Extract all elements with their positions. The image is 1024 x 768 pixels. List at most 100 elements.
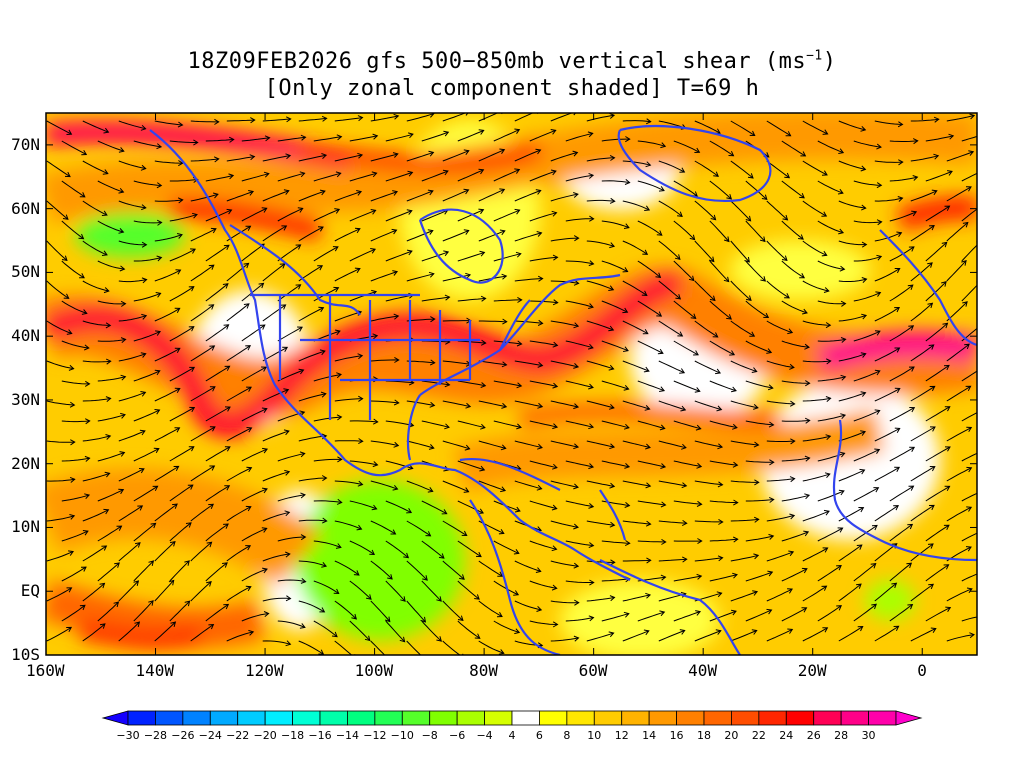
streamline (61, 457, 90, 462)
streamline (190, 581, 212, 602)
colorbar (101, 710, 923, 726)
colorbar-tick-label: −28 (143, 729, 168, 742)
streamline-arrow (66, 626, 73, 633)
streamline (565, 420, 594, 428)
streamline (817, 527, 843, 542)
streamline-arrow (317, 265, 324, 271)
streamline (817, 338, 846, 342)
streamline-arrow (513, 590, 520, 596)
streamline (550, 113, 574, 122)
streamline (334, 228, 361, 242)
colorbar-swatch (703, 710, 732, 726)
streamline-arrow (660, 463, 667, 469)
streamline-arrow (206, 541, 213, 548)
streamline-arrow (754, 479, 760, 486)
streamline (385, 500, 412, 514)
streamline (745, 609, 772, 622)
streamline (277, 207, 303, 222)
streamline (46, 626, 72, 642)
streamline-arrow (898, 159, 904, 166)
streamline-arrow (212, 192, 219, 199)
streamline (169, 286, 195, 302)
streamline-arrow (573, 523, 579, 530)
streamline (817, 605, 842, 622)
streamline (910, 225, 935, 242)
streamline-arrow (480, 423, 486, 430)
streamline (190, 158, 219, 162)
streamline (673, 575, 702, 582)
streamline (586, 520, 615, 526)
streamline (478, 400, 507, 408)
streamline-arrow (537, 319, 544, 326)
streamline-arrow (876, 219, 883, 226)
streamline (802, 397, 831, 402)
streamline-arrow (536, 606, 543, 612)
streamline-arrow (118, 488, 125, 495)
streamline (277, 172, 305, 182)
colorbar-swatch (648, 710, 677, 726)
streamline (61, 180, 86, 198)
streamline (781, 300, 808, 314)
streamline-arrow (767, 384, 774, 391)
streamline (61, 260, 85, 279)
streamline-arrow (154, 409, 161, 415)
colorbar-tick-label: −14 (335, 729, 360, 742)
streamline-arrow (552, 341, 559, 348)
streamline (802, 360, 831, 363)
streamline-arrow (399, 636, 406, 643)
colorbar-swatch (593, 710, 623, 726)
streamline (946, 385, 971, 402)
streamline-arrow (500, 444, 507, 451)
streamline (298, 640, 324, 655)
streamline-arrow (716, 591, 723, 598)
colorbar-tick-label: 18 (697, 729, 711, 742)
streamline (154, 465, 179, 482)
streamline-arrow (436, 636, 443, 642)
streamline-arrow (800, 151, 807, 157)
streamline (946, 634, 975, 642)
streamline-arrow (263, 171, 270, 178)
streamline (154, 388, 181, 402)
streamline-arrow (625, 136, 631, 143)
streamline (550, 320, 579, 327)
colorbar-swatch (456, 710, 485, 726)
streamline (961, 208, 977, 222)
streamline (493, 129, 520, 142)
streamline-arrow (140, 164, 147, 171)
streamline (889, 523, 913, 542)
streamline-arrow (321, 115, 328, 122)
streamline-arrow (717, 555, 724, 562)
streamline-arrow (679, 629, 686, 635)
streamline (370, 229, 397, 242)
streamline-arrow (911, 210, 918, 217)
streamline (241, 243, 265, 262)
streamline (637, 340, 664, 354)
streamline (46, 240, 68, 261)
streamline (370, 640, 386, 655)
streamline-arrow (943, 524, 950, 531)
streamline (925, 322, 948, 342)
streamline (241, 527, 267, 542)
colorbar-tick-label: 8 (563, 729, 571, 742)
colorbar-swatch (182, 710, 211, 726)
streamline-arrow (372, 333, 379, 340)
streamline (658, 400, 686, 411)
streamline-arrow (351, 613, 358, 620)
shear-field (46, 113, 977, 655)
streamline-arrow (285, 153, 292, 160)
streamline (817, 565, 842, 582)
streamline (673, 611, 701, 622)
streamline (910, 426, 936, 442)
streamline (169, 484, 194, 502)
streamline-arrow (941, 281, 947, 287)
streamline (586, 199, 615, 202)
streamline (622, 360, 650, 372)
streamline (601, 500, 630, 507)
streamline (853, 140, 882, 148)
streamline (457, 129, 484, 142)
colorbar-swatch (429, 710, 458, 726)
streamline (766, 478, 795, 482)
streamline-arrow (624, 463, 631, 469)
streamline (601, 578, 630, 582)
streamline (910, 302, 933, 322)
